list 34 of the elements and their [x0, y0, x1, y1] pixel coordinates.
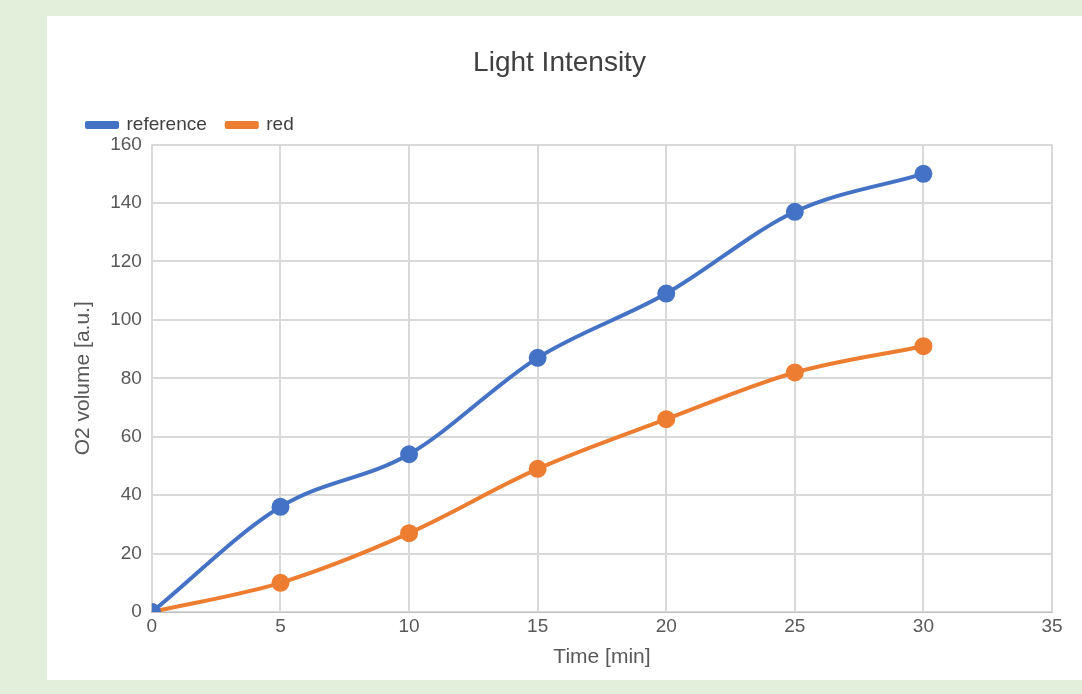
- y-tick-label: 20: [120, 541, 142, 563]
- x-tick-label: 20: [655, 614, 677, 636]
- y-axis-title: O2 volume [a.u.]: [70, 301, 94, 456]
- y-tick-label: 40: [120, 483, 142, 505]
- x-tick-label: 30: [912, 614, 934, 636]
- point: [271, 497, 290, 516]
- y-tick-label: 140: [110, 191, 142, 213]
- point: [657, 410, 676, 429]
- point: [400, 524, 419, 543]
- legend-label: red: [266, 113, 294, 135]
- x-tick-label: 25: [784, 614, 806, 636]
- point: [400, 445, 419, 464]
- point: [914, 164, 933, 183]
- y-tick-label: 160: [110, 132, 142, 154]
- point: [528, 459, 547, 478]
- point: [528, 348, 547, 367]
- point: [914, 337, 933, 356]
- x-tick-label: 0: [146, 614, 158, 636]
- x-tick-label: 15: [527, 614, 549, 636]
- y-tick-label: 120: [110, 249, 142, 271]
- x-tick-label: 10: [398, 614, 420, 636]
- y-tick-label: 0: [131, 600, 142, 622]
- y-tick-label: 60: [120, 424, 142, 446]
- x-tick-label: 5: [275, 614, 286, 636]
- x-tick-label: 35: [1041, 614, 1063, 636]
- point: [271, 573, 290, 592]
- y-tick-label: 80: [120, 366, 142, 388]
- point: [785, 202, 804, 221]
- x-axis-title: Time [min]: [553, 644, 651, 668]
- point: [785, 363, 804, 382]
- point: [657, 284, 676, 303]
- legend-label: reference: [126, 113, 207, 135]
- chart-title: Light Intensity: [473, 45, 646, 77]
- y-tick-label: 100: [110, 308, 142, 330]
